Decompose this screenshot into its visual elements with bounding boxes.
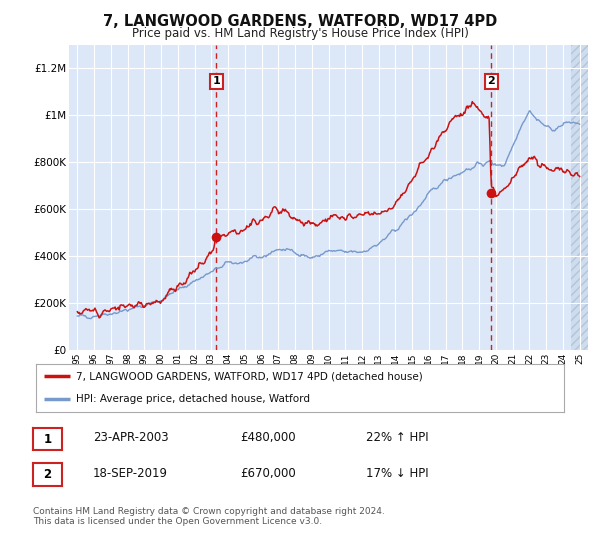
Text: £480,000: £480,000	[240, 431, 296, 445]
Bar	[571, 45, 588, 350]
Text: 7, LANGWOOD GARDENS, WATFORD, WD17 4PD (detached house): 7, LANGWOOD GARDENS, WATFORD, WD17 4PD (…	[76, 371, 422, 381]
Text: Contains HM Land Registry data © Crown copyright and database right 2024.
This d: Contains HM Land Registry data © Crown c…	[33, 507, 385, 526]
Text: 22% ↑ HPI: 22% ↑ HPI	[366, 431, 428, 445]
Text: 2: 2	[43, 468, 52, 481]
Text: HPI: Average price, detached house, Watford: HPI: Average price, detached house, Watf…	[76, 394, 310, 404]
Text: 2: 2	[487, 76, 495, 86]
Text: £670,000: £670,000	[240, 466, 296, 480]
Text: 23-APR-2003: 23-APR-2003	[93, 431, 169, 445]
Text: 17% ↓ HPI: 17% ↓ HPI	[366, 466, 428, 480]
Text: 1: 1	[212, 76, 220, 86]
Text: 7, LANGWOOD GARDENS, WATFORD, WD17 4PD: 7, LANGWOOD GARDENS, WATFORD, WD17 4PD	[103, 14, 497, 29]
Text: Price paid vs. HM Land Registry's House Price Index (HPI): Price paid vs. HM Land Registry's House …	[131, 27, 469, 40]
Text: 1: 1	[43, 432, 52, 446]
Text: 18-SEP-2019: 18-SEP-2019	[93, 466, 168, 480]
